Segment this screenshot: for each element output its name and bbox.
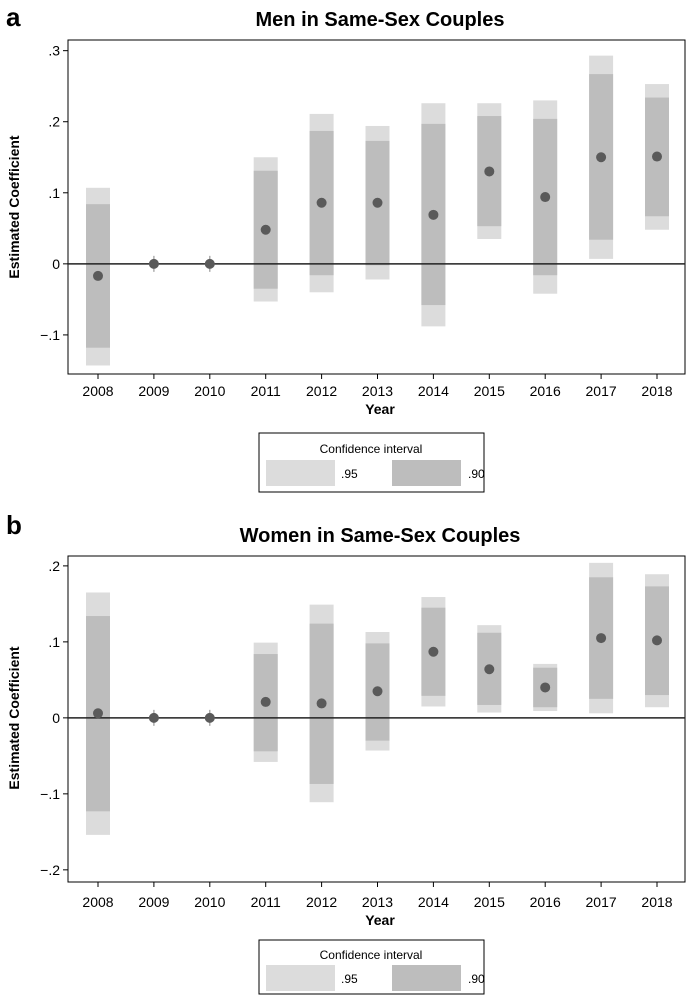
x-axis-ticks: 2008 2009 2010 2011 2012 2013 2014 2015 2016 2017… [82, 374, 673, 399]
chart-marks [68, 562, 685, 835]
legend: Confidence interval .95 .90 [258, 432, 485, 493]
point-2016 [540, 192, 551, 203]
legend-label-95: .95 [341, 467, 358, 481]
y-axis-label: Estimated Coefficient [6, 135, 22, 278]
point-2010 [204, 258, 215, 269]
y-tick-label: .3 [48, 43, 60, 59]
x-tick-label: 2013 [362, 894, 393, 910]
x-axis-ticks: 2008 2009 2010 2011 2012 2013 2014 2015 2016 2017… [82, 882, 673, 910]
x-tick-label: 2011 [251, 894, 281, 910]
panel-letter: a [6, 2, 21, 32]
point-2009 [148, 258, 159, 269]
x-tick-label: 2013 [362, 383, 393, 399]
point-2013 [372, 197, 383, 208]
point-2018 [652, 151, 662, 162]
legend-title: Confidence interval [320, 948, 423, 962]
point-2008 [93, 708, 103, 719]
point-2015 [484, 664, 495, 675]
y-tick-label: 0 [52, 256, 60, 272]
panel-letter: b [6, 510, 22, 540]
x-tick-label: 2014 [418, 383, 449, 399]
y-tick-label: .1 [48, 185, 60, 201]
x-tick-label: 2016 [530, 383, 561, 399]
x-tick-label: 2014 [418, 894, 449, 910]
panel-b: b Women in Same-Sex Couples −.2−.10.1.2 … [6, 510, 686, 995]
x-tick-label: 2009 [138, 894, 169, 910]
x-tick-label: 2012 [306, 894, 337, 910]
x-axis-label: Year [365, 912, 395, 928]
y-tick-label: .2 [48, 114, 60, 130]
x-tick-label: 2010 [194, 894, 225, 910]
legend-swatch-95 [266, 460, 335, 486]
x-tick-label: 2009 [138, 383, 169, 399]
y-tick-label: 0 [52, 710, 60, 726]
x-tick-label: 2017 [586, 383, 617, 399]
chart-title: Men in Same-Sex Couples [256, 9, 505, 31]
y-axis-ticks: −.1 0 .1 .2 .3 [40, 43, 68, 343]
point-2008 [93, 270, 103, 281]
x-tick-label: 2010 [194, 383, 225, 399]
point-2017 [596, 633, 607, 644]
x-axis-label: Year [365, 401, 395, 417]
legend-swatch-90 [392, 460, 461, 486]
plot-area [67, 39, 686, 375]
x-tick-label: 2017 [586, 894, 617, 910]
legend-label-95: .95 [341, 972, 358, 986]
point-2010 [204, 712, 215, 723]
plot-area [67, 555, 686, 883]
point-2014 [428, 646, 439, 657]
x-tick-label: 2016 [530, 894, 561, 910]
point-2011 [260, 696, 271, 707]
x-tick-label: 2015 [474, 383, 505, 399]
chart-marks [68, 55, 685, 366]
x-tick-label: 2012 [306, 383, 337, 399]
x-tick-label: 2011 [251, 383, 281, 399]
y-axis-label: Estimated Coefficient [6, 646, 22, 789]
y-axis-ticks: −.2 −.1 0 .1 .2 [40, 558, 68, 878]
point-2012 [316, 197, 327, 208]
point-2009 [148, 712, 159, 723]
point-2014 [428, 209, 439, 220]
y-tick-label: −.1 [40, 786, 60, 802]
point-2016 [540, 682, 551, 693]
y-tick-label: .1 [48, 634, 60, 650]
point-2017 [596, 152, 607, 163]
legend-swatch-90 [392, 965, 461, 991]
chart-title: Women in Same-Sex Couples [240, 525, 521, 547]
point-2015 [484, 166, 495, 177]
x-tick-label: 2015 [474, 894, 505, 910]
panel-a: a Men in Same-Sex Couples −.1 0 .1 .2 .3 200… [6, 2, 686, 493]
x-tick-label: 2018 [641, 894, 672, 910]
y-tick-label: .2 [48, 558, 60, 574]
point-2013 [372, 686, 383, 697]
y-tick-label: −.1 [40, 327, 60, 343]
legend-title: Confidence interval [320, 442, 423, 456]
x-tick-label: 2008 [82, 383, 113, 399]
point-2012 [316, 698, 327, 709]
legend-label-90: .90 [468, 972, 485, 986]
x-tick-label: 2008 [82, 894, 113, 910]
legend-swatch-95 [266, 965, 335, 991]
legend-label-90: .90 [468, 467, 485, 481]
y-tick-label: −.2 [40, 862, 60, 878]
point-2011 [260, 224, 271, 235]
point-2018 [652, 635, 662, 646]
x-tick-label: 2018 [641, 383, 672, 399]
legend: Confidence interval .95 .90 [258, 939, 485, 995]
